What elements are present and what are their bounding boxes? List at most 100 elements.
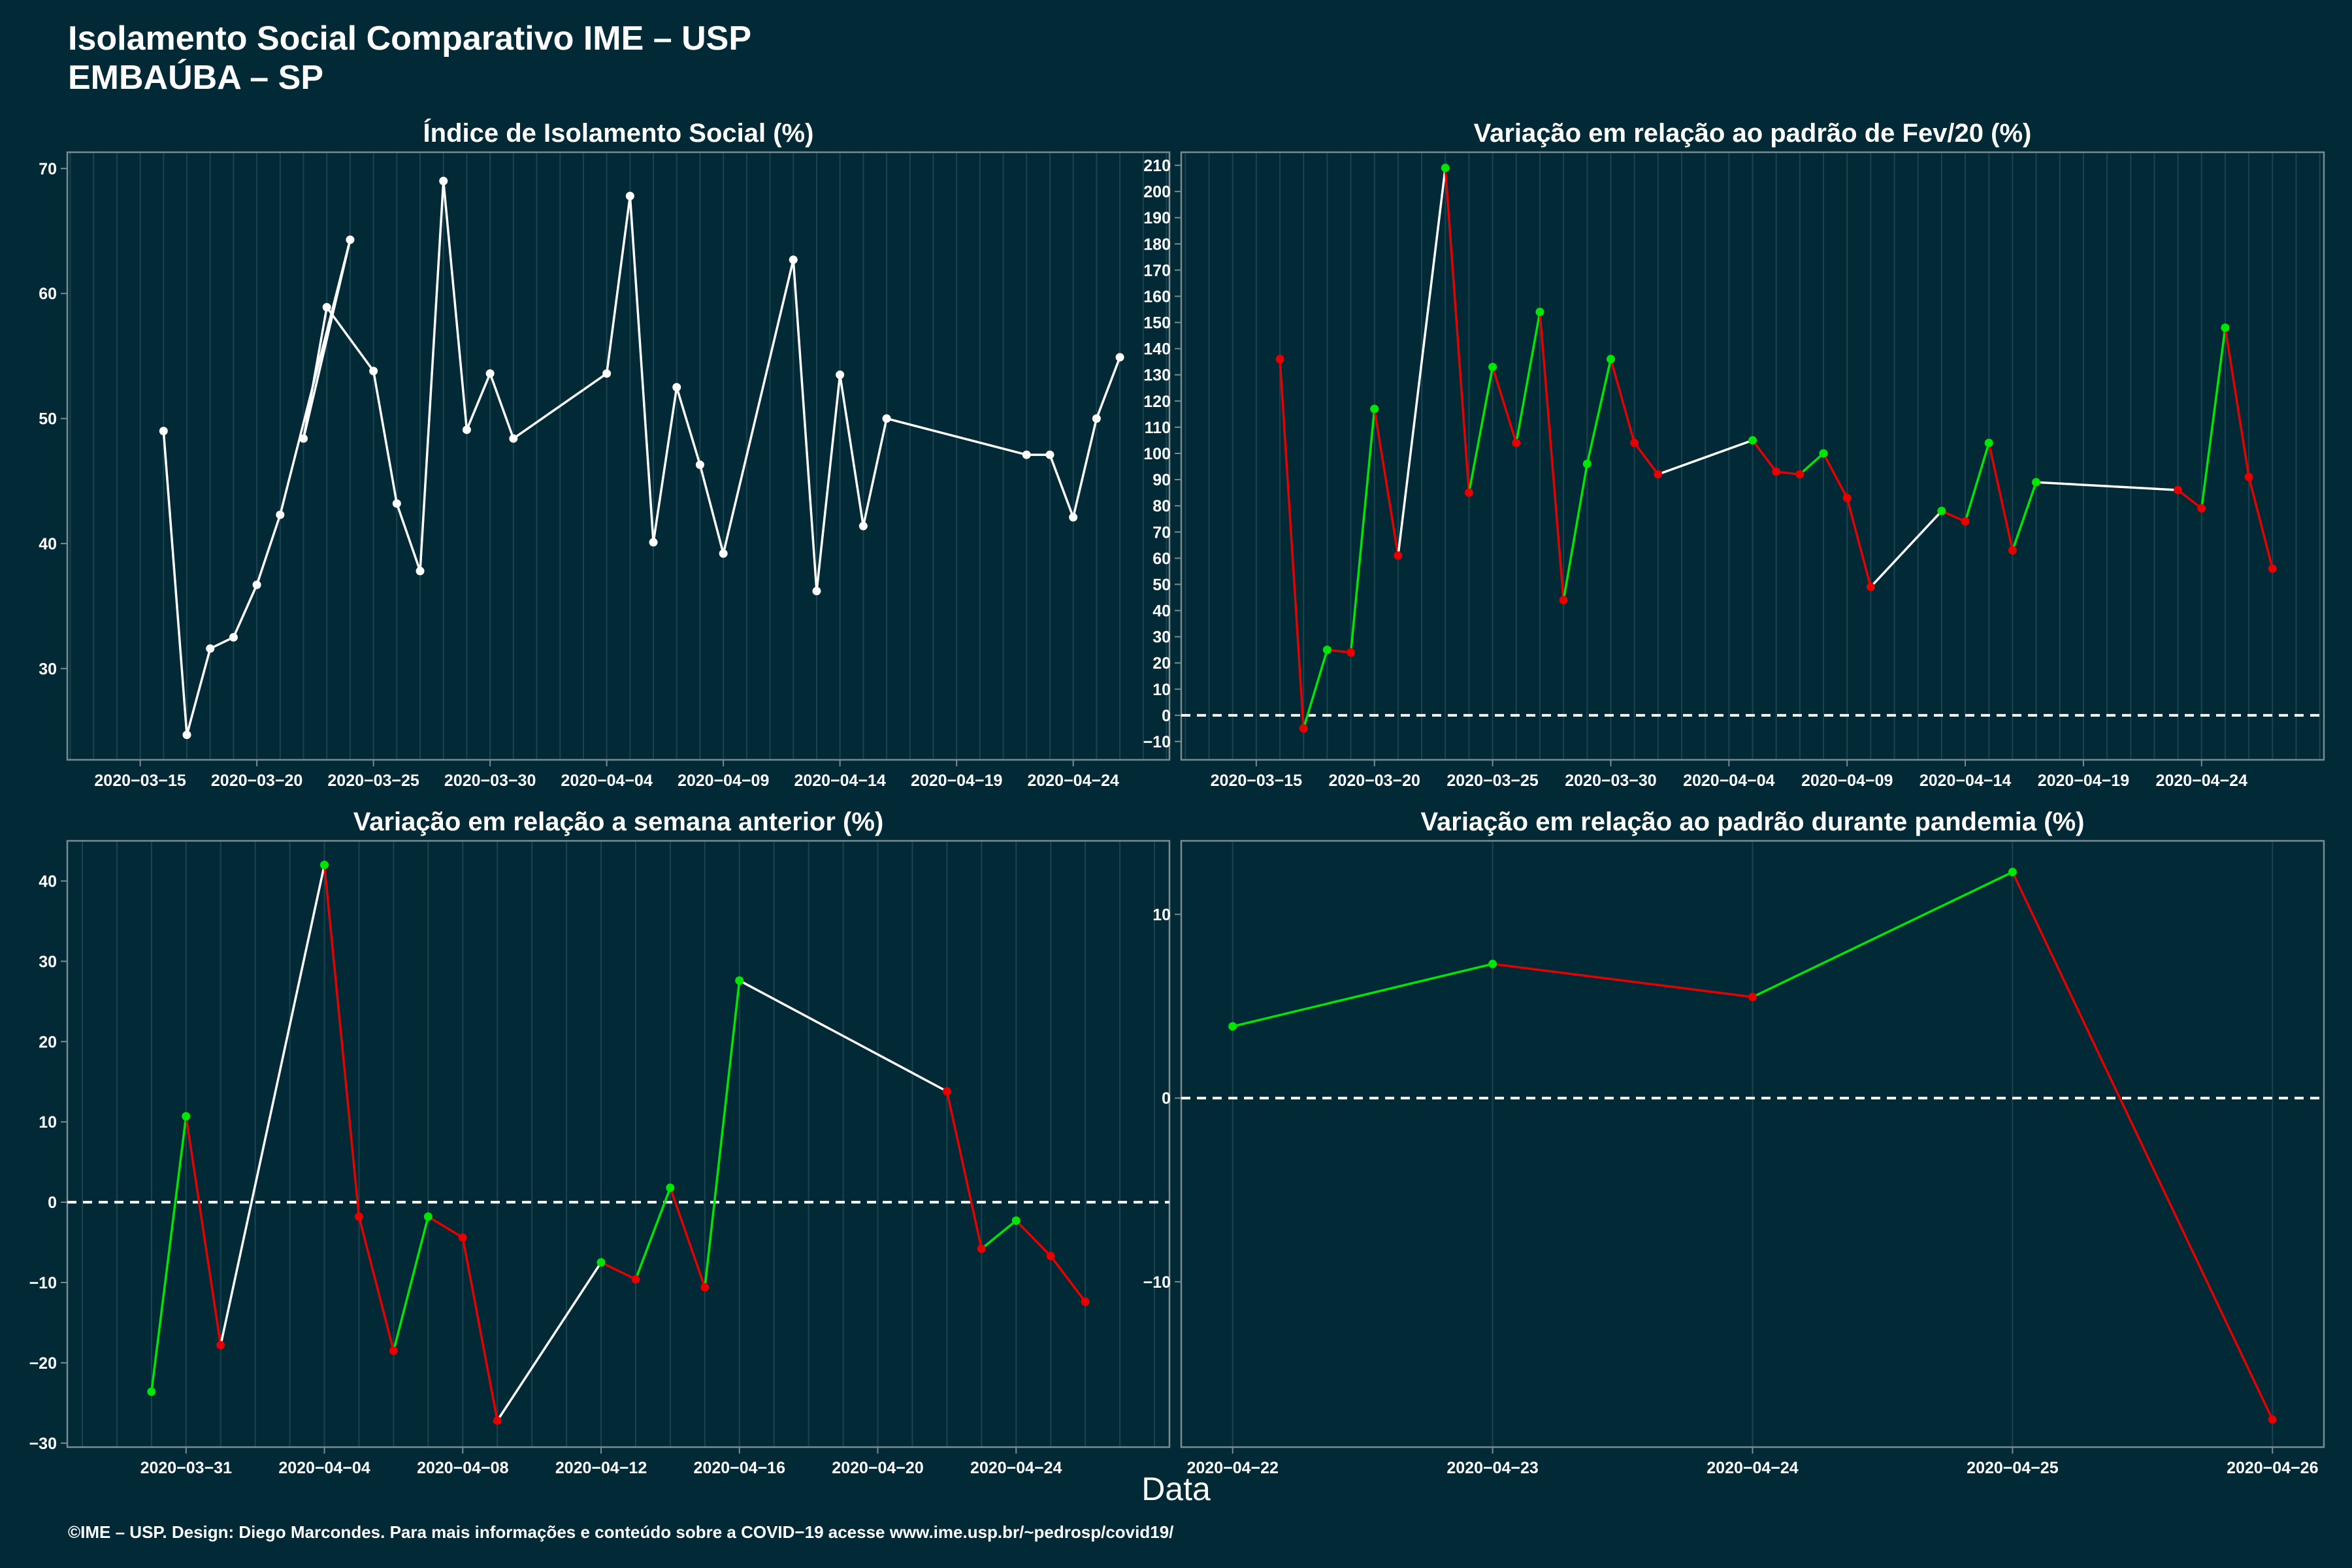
data-point [1488,363,1497,372]
y-tick-label: 50 [39,410,57,429]
y-tick-label: 120 [1143,393,1171,411]
x-tick-label: 2020−04−24 [2156,772,2248,790]
y-tick-label: 10 [1152,906,1171,924]
x-tick-label: 2020−03−20 [1329,772,1420,790]
data-point [1275,355,1284,364]
x-tick-label: 2020−03−30 [444,772,536,790]
data-point [147,1387,156,1396]
data-point [1772,467,1781,476]
series-segment [2200,326,2227,510]
x-tick-label: 2020−03−31 [140,1459,233,1477]
data-point [1937,506,1946,515]
panel-title: Variação em relação ao padrão de Fev/20 … [1474,119,2032,148]
series-segment [461,1236,498,1422]
data-point [159,427,168,436]
chart-title-line1: Isolamento Social Comparativo IME – USP [68,20,752,57]
data-point [276,510,285,519]
series-segment [357,1215,395,1352]
data-point [672,383,681,392]
series-segment [652,386,678,544]
y-tick-label: 0 [1162,1090,1171,1108]
data-point [485,369,495,378]
data-point [252,580,261,589]
data-point [695,460,704,469]
x-tick-label: 2020−03−20 [211,772,302,790]
y-tick-label: 40 [1152,602,1171,621]
data-point [1795,470,1805,479]
series-segment [1539,310,1565,602]
series-segment [1444,167,1471,494]
data-point [700,1282,710,1292]
data-point [836,370,845,380]
y-tick-label: −10 [1143,1273,1171,1292]
x-tick-label: 2020−04−04 [561,772,653,790]
x-tick-label: 2020−03−25 [1446,772,1539,790]
y-tick-label: −10 [1143,733,1171,751]
data-point [625,191,634,201]
x-tick-label: 2020−03−15 [1211,772,1303,790]
data-point [392,499,401,508]
panel-title: Índice de Isolamento Social (%) [423,118,814,148]
panel-frame [1180,151,2325,761]
series-segment [2224,326,2250,478]
series-segment [1562,463,1589,602]
series-segment [2247,476,2274,570]
data-point [320,860,329,870]
data-point [299,434,308,443]
x-tick-label: 2020−04−04 [278,1459,370,1477]
x-tick-label: 2020−04−19 [2038,772,2129,790]
series-segment [419,180,445,572]
y-tick-label: 60 [39,285,57,303]
series-segment [1015,1219,1052,1258]
x-tick-label: 2020−04−23 [1446,1459,1538,1477]
data-point [2008,546,2017,555]
series-segment [2176,489,2203,510]
x-tick-label: 2020−04−24 [970,1459,1062,1477]
x-tick-label: 2020−03−30 [1565,772,1656,790]
y-tick-label: 80 [1152,497,1171,515]
y-tick-label: 200 [1143,183,1171,201]
series-segment [1071,417,1098,519]
series-segment [392,1215,430,1352]
series-segment [2034,481,2180,491]
series-segment [442,180,468,431]
y-tick-label: −20 [29,1354,57,1373]
y-tick-label: 40 [39,535,57,553]
x-tick-label: 2020−04−09 [1801,772,1893,790]
y-tick-label: 50 [1152,576,1171,594]
series-segment [862,417,888,527]
series-segment [1491,962,1754,998]
data-point [1984,438,1993,448]
series-segment [185,1115,222,1347]
series-segment [1751,871,2014,998]
x-tick-label: 2020−04−08 [417,1459,509,1477]
y-tick-label: 30 [39,660,57,678]
data-point [216,1341,225,1350]
series-segment [395,502,421,572]
data-point [182,730,191,740]
series-segment [1940,510,1967,523]
data-point [1582,459,1592,468]
data-point [439,176,448,186]
series-segment [1869,510,1943,589]
data-point [1630,438,1639,448]
series-segment [372,370,399,505]
series-segment [1397,167,1447,557]
data-point [1842,493,1852,502]
x-axis-label: Data [1141,1471,1211,1507]
series-segment [722,258,795,555]
data-point [649,538,658,547]
series-segment [323,864,361,1218]
series-segment [489,372,515,440]
y-tick-label: 150 [1143,314,1171,333]
data-point [206,644,215,653]
data-point [458,1233,467,1242]
y-tick-label: −10 [29,1274,57,1292]
x-tick-label: 2020−04−24 [1707,1459,1799,1477]
y-tick-label: 30 [1152,629,1171,647]
series-segment [512,372,608,440]
x-tick-label: 2020−04−19 [911,772,1002,790]
x-tick-label: 2020−04−20 [832,1459,923,1477]
x-tick-label: 2020−04−16 [694,1459,785,1477]
